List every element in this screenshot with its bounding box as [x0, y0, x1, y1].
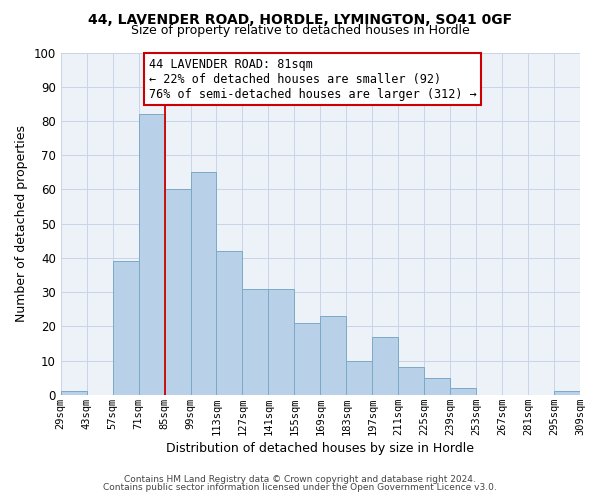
Bar: [424, 378, 450, 395]
Bar: [164, 190, 191, 395]
Bar: [398, 368, 424, 395]
Text: 44, LAVENDER ROAD, HORDLE, LYMINGTON, SO41 0GF: 44, LAVENDER ROAD, HORDLE, LYMINGTON, SO…: [88, 12, 512, 26]
Text: Contains HM Land Registry data © Crown copyright and database right 2024.: Contains HM Land Registry data © Crown c…: [124, 475, 476, 484]
Bar: [295, 323, 320, 395]
Bar: [139, 114, 164, 395]
Bar: [554, 392, 580, 395]
Bar: [346, 360, 372, 395]
Y-axis label: Number of detached properties: Number of detached properties: [15, 125, 28, 322]
Bar: [61, 392, 86, 395]
Bar: [268, 288, 295, 395]
Text: Size of property relative to detached houses in Hordle: Size of property relative to detached ho…: [131, 24, 469, 37]
Bar: [242, 288, 268, 395]
Bar: [191, 172, 217, 395]
Bar: [450, 388, 476, 395]
Bar: [320, 316, 346, 395]
X-axis label: Distribution of detached houses by size in Hordle: Distribution of detached houses by size …: [166, 442, 475, 455]
Bar: [113, 262, 139, 395]
Bar: [217, 251, 242, 395]
Bar: [372, 336, 398, 395]
Text: 44 LAVENDER ROAD: 81sqm
← 22% of detached houses are smaller (92)
76% of semi-de: 44 LAVENDER ROAD: 81sqm ← 22% of detache…: [149, 58, 477, 100]
Text: Contains public sector information licensed under the Open Government Licence v3: Contains public sector information licen…: [103, 484, 497, 492]
